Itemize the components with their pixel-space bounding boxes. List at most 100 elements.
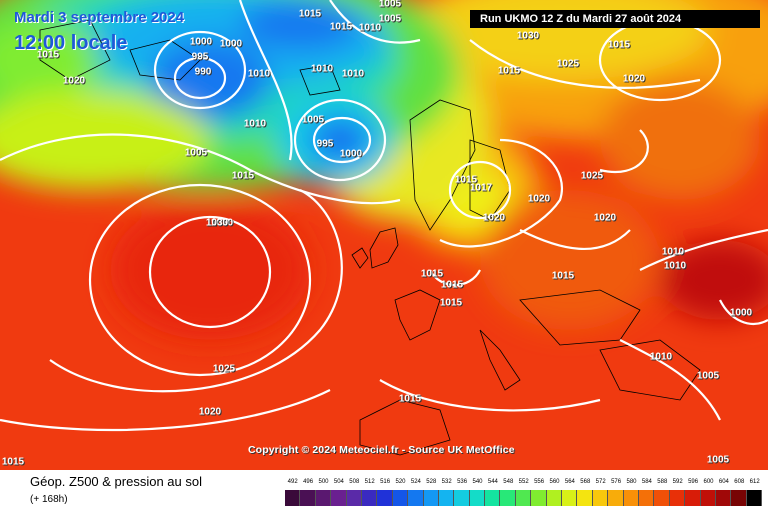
legend-tick-label: 516 bbox=[380, 479, 391, 485]
pressure-label: 1005 bbox=[706, 454, 730, 466]
legend-swatch bbox=[300, 490, 316, 506]
legend-tick-label: 592 bbox=[672, 479, 683, 485]
legend-swatch bbox=[685, 490, 701, 506]
legend-tick-label: 588 bbox=[657, 479, 668, 485]
legend-swatch bbox=[500, 490, 516, 506]
legend-tick-label: 576 bbox=[611, 479, 622, 485]
legend-tick-label: 532 bbox=[441, 479, 452, 485]
legend-swatch bbox=[485, 490, 501, 506]
legend-swatch bbox=[623, 490, 639, 506]
legend-swatch bbox=[531, 490, 547, 506]
pressure-label: 1017 bbox=[469, 182, 493, 194]
legend-swatch bbox=[746, 490, 763, 506]
pressure-label: 1010 bbox=[358, 22, 382, 34]
pressure-label: 1015 bbox=[439, 297, 463, 309]
legend-tick-label: 508 bbox=[349, 479, 360, 485]
legend-tick-label: 544 bbox=[487, 479, 498, 485]
legend-swatch bbox=[577, 490, 593, 506]
forecast-map bbox=[0, 0, 768, 470]
pressure-label: 1030 bbox=[210, 217, 234, 229]
forecast-date: Mardi 3 septembre 2024 bbox=[14, 9, 185, 26]
coastlines bbox=[39, 19, 701, 456]
pressure-label: 1030 bbox=[516, 30, 540, 42]
isobars bbox=[0, 0, 768, 432]
pressure-label: 1015 bbox=[454, 174, 478, 186]
pressure-label: 1025 bbox=[212, 363, 236, 375]
pressure-label: 990 bbox=[194, 66, 212, 78]
pressure-label: 1015 bbox=[497, 65, 521, 77]
legend-swatch bbox=[331, 490, 347, 506]
pressure-label: 1010 bbox=[310, 63, 334, 75]
pressure-label: 1010 bbox=[243, 118, 267, 130]
legend-swatch bbox=[361, 490, 378, 506]
legend-swatch bbox=[638, 490, 655, 506]
pressure-label: 1020 bbox=[482, 212, 506, 224]
pressure-label: 1015 bbox=[440, 279, 464, 291]
map-svg bbox=[0, 0, 768, 470]
forecast-hour: 12:00 locale bbox=[14, 32, 128, 54]
legend-tick-label: 512 bbox=[364, 479, 375, 485]
pressure-label: 1010 bbox=[661, 246, 685, 258]
legend-tick-label: 584 bbox=[641, 479, 652, 485]
forecast-offset: (+ 168h) bbox=[30, 494, 68, 505]
legend-swatch bbox=[315, 490, 332, 506]
legend-tick-label: 560 bbox=[549, 479, 560, 485]
legend-tick-label: 600 bbox=[703, 479, 714, 485]
legend-tick-label: 492 bbox=[287, 479, 298, 485]
pressure-label: 1025 bbox=[556, 58, 580, 70]
legend-swatch bbox=[608, 490, 624, 506]
legend-tick-label: 500 bbox=[318, 479, 329, 485]
legend-tick-label: 568 bbox=[580, 479, 591, 485]
legend-swatch bbox=[700, 490, 716, 506]
legend-tick-label: 524 bbox=[410, 479, 421, 485]
legend-swatch bbox=[654, 490, 670, 506]
pressure-label: 1010 bbox=[663, 260, 687, 272]
field-title: Géop. Z500 & pression au sol bbox=[30, 474, 202, 489]
legend-swatch bbox=[546, 490, 563, 506]
legend-tick-label: 548 bbox=[503, 479, 514, 485]
pressure-label: 1005 bbox=[378, 0, 402, 10]
legend-tick-label: 496 bbox=[303, 479, 314, 485]
pressure-label: 1020 bbox=[593, 212, 617, 224]
legend-tick-label: 520 bbox=[395, 479, 406, 485]
legend-tick-label: 536 bbox=[457, 479, 468, 485]
pressure-label: 1020 bbox=[622, 73, 646, 85]
legend-tick-label: 580 bbox=[626, 479, 637, 485]
pressure-label: 1020 bbox=[198, 406, 222, 418]
legend-tick-label: 564 bbox=[564, 479, 575, 485]
legend-tick-label: 540 bbox=[472, 479, 483, 485]
pressure-label: 1015 bbox=[231, 170, 255, 182]
copyright: Copyright © 2024 Meteociel.fr - Source U… bbox=[248, 444, 515, 456]
pressure-label: 1015 bbox=[298, 8, 322, 20]
legend-ticks: 492 496 500 504 508 512 516 520 524 528 532 536 540 5… bbox=[285, 479, 760, 489]
legend-swatch bbox=[392, 490, 409, 506]
legend-swatch bbox=[715, 490, 732, 506]
legend-swatch bbox=[438, 490, 455, 506]
legend-tick-label: 552 bbox=[518, 479, 529, 485]
legend-tick-label: 504 bbox=[333, 479, 344, 485]
legend-swatch bbox=[408, 490, 424, 506]
pressure-label: 1000 bbox=[339, 148, 363, 160]
legend-tick-label: 612 bbox=[749, 479, 760, 485]
legend-swatch bbox=[285, 490, 301, 506]
pressure-label: 1005 bbox=[696, 370, 720, 382]
pressure-label: 1015 bbox=[398, 393, 422, 405]
pressure-label: 1030 bbox=[205, 217, 229, 229]
pressure-label: 995 bbox=[316, 138, 334, 150]
legend-swatch bbox=[377, 490, 393, 506]
legend-swatch bbox=[515, 490, 532, 506]
pressure-label: 1020 bbox=[62, 75, 86, 87]
legend-swatch bbox=[562, 490, 578, 506]
pressure-label: 1005 bbox=[301, 114, 325, 126]
pressure-label: 1010 bbox=[649, 351, 673, 363]
legend-tick-label: 528 bbox=[426, 479, 437, 485]
pressure-label: 1015 bbox=[420, 268, 444, 280]
legend-swatch bbox=[346, 490, 362, 506]
legend-tick-label: 572 bbox=[595, 479, 606, 485]
pressure-label: 1000 bbox=[219, 38, 243, 50]
legend-swatch bbox=[669, 490, 686, 506]
legend-swatch bbox=[454, 490, 470, 506]
pressure-label: 1010 bbox=[247, 68, 271, 80]
pressure-label: 1000 bbox=[729, 307, 753, 319]
